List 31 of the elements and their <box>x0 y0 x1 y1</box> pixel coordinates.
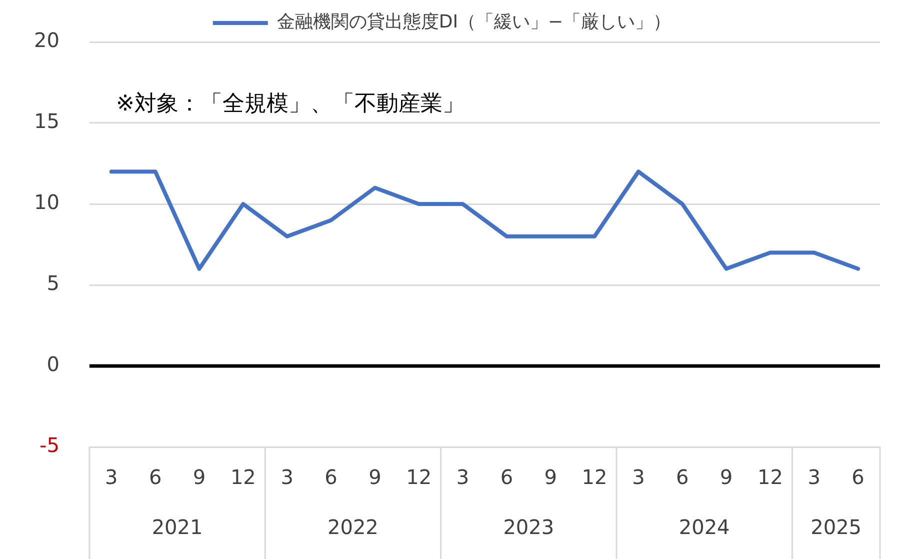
y-tick-label: -5 <box>39 433 60 458</box>
x-tick-label: 3 <box>280 465 294 490</box>
y-tick-label: 15 <box>34 109 60 134</box>
x-tick-label: 9 <box>368 465 382 490</box>
x-tick-label: 6 <box>676 465 689 490</box>
x-tick-label: 12 <box>230 465 256 490</box>
y-tick-label: 0 <box>46 352 60 376</box>
text: 2023 <box>503 515 554 540</box>
x-tick-label: 6 <box>148 465 162 490</box>
x-tick-label: 6 <box>324 465 338 490</box>
x-tick-label: 3 <box>105 465 118 490</box>
x-tick-label: 6 <box>500 465 514 490</box>
x-tick-label: 3 <box>632 465 645 490</box>
x-tick-label: 12 <box>406 465 432 490</box>
annotation: ※対象：「全規模」、「不動産業」 <box>116 92 464 117</box>
x-tick-label: 9 <box>544 465 557 490</box>
x-tick-label: 3 <box>808 465 820 490</box>
x-tick-label: 6 <box>852 465 864 490</box>
x-tick-label: 3 <box>456 465 470 490</box>
y-tick-label: 20 <box>34 28 60 52</box>
x-tick-label: 12 <box>582 465 608 490</box>
text: 2022 <box>328 515 378 540</box>
text: 2024 <box>678 515 730 540</box>
x-tick-label: 12 <box>757 465 783 490</box>
text: 2021 <box>152 515 203 540</box>
y-tick-label: 10 <box>34 190 60 214</box>
x-tick-label: 9 <box>192 465 206 490</box>
legend-label: 金融機関の貸出態度DI（「緩い」−「厳しい」） <box>276 12 672 33</box>
y-tick-label: 5 <box>46 271 60 296</box>
text: 2025 <box>810 515 862 540</box>
x-tick-label: 9 <box>720 465 733 490</box>
